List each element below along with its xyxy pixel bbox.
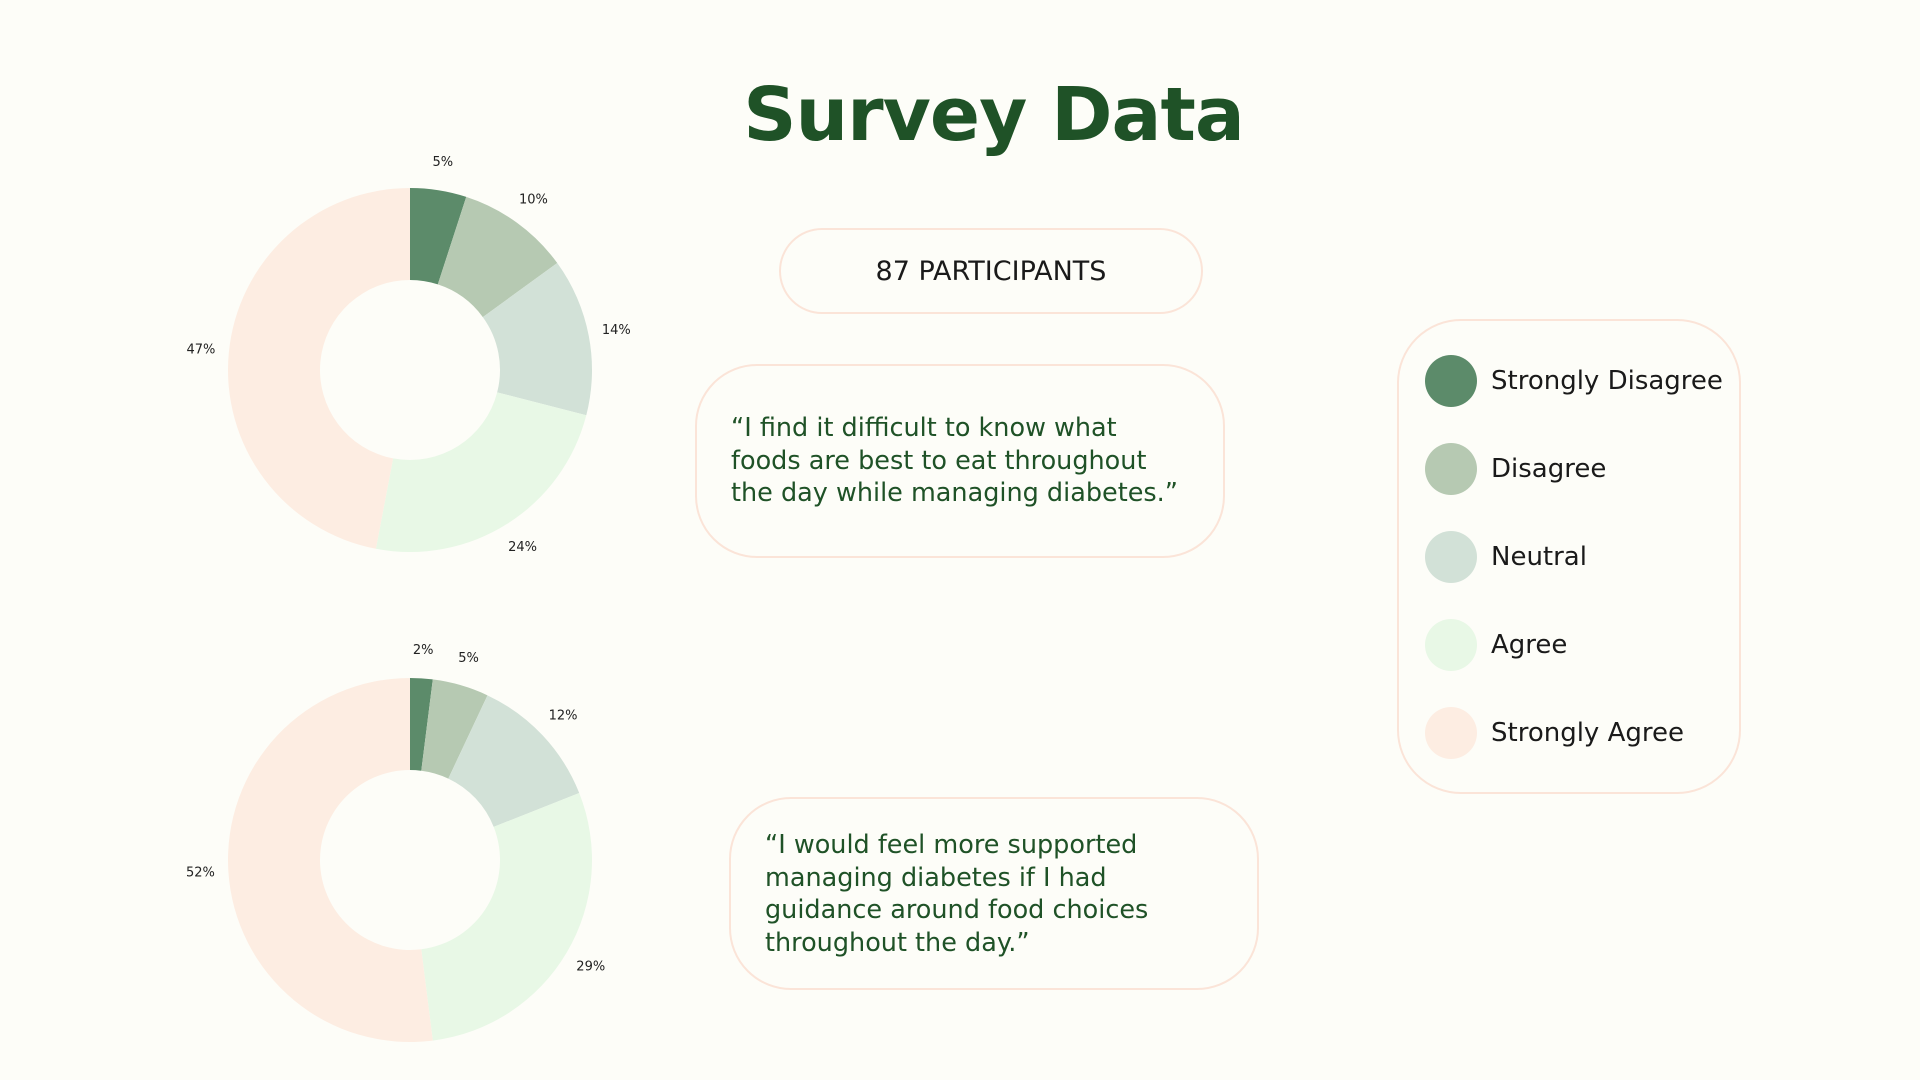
legend-label: Strongly Disagree	[1491, 366, 1723, 396]
slice-label-strongly-disagree: 2%	[413, 643, 434, 658]
legend-label: Neutral	[1491, 542, 1587, 572]
legend-swatch	[1425, 443, 1477, 495]
legend-swatch	[1425, 619, 1477, 671]
legend-swatch	[1425, 531, 1477, 583]
slice-neutral	[448, 695, 580, 827]
slice-strongly-disagree	[410, 678, 433, 771]
legend: Strongly Disagree Disagree Neutral Agree…	[1397, 319, 1741, 794]
legend-item-neutral: Neutral	[1425, 531, 1587, 583]
legend-item-agree: Agree	[1425, 619, 1567, 671]
slice-label-agree: 24%	[508, 540, 537, 555]
slice-label-strongly-agree: 47%	[186, 343, 215, 358]
slice-strongly-agree	[227, 188, 410, 549]
legend-item-strongly-disagree: Strongly Disagree	[1425, 355, 1723, 407]
slice-neutral	[482, 263, 592, 416]
legend-label: Strongly Agree	[1491, 718, 1684, 748]
quote-card-2: “I would feel more supported managing di…	[729, 797, 1259, 990]
legend-label: Agree	[1491, 630, 1568, 660]
slice-strongly-agree	[228, 678, 433, 1042]
slice-disagree	[421, 679, 488, 779]
legend-swatch	[1425, 707, 1477, 759]
slice-label-disagree: 10%	[519, 193, 548, 208]
slice-label-strongly-disagree: 5%	[433, 155, 454, 170]
slice-label-disagree: 5%	[458, 651, 479, 666]
slice-disagree	[437, 196, 558, 318]
slice-label-agree: 29%	[576, 959, 605, 974]
slice-agree	[421, 793, 592, 1041]
participants-badge: 87 PARTICIPANTS	[779, 228, 1203, 314]
legend-swatch	[1425, 355, 1477, 407]
slice-label-neutral: 12%	[549, 709, 578, 724]
legend-item-strongly-agree: Strongly Agree	[1425, 707, 1684, 759]
legend-label: Disagree	[1491, 454, 1607, 484]
slice-label-neutral: 14%	[602, 323, 631, 338]
slice-label-strongly-agree: 52%	[186, 866, 215, 881]
quote-card-1: “I find it difficult to know what foods …	[695, 364, 1225, 558]
donut-chart-2: 2% 5% 12% 29% 52%	[186, 643, 605, 1042]
slice-strongly-disagree	[410, 188, 467, 285]
legend-item-disagree: Disagree	[1425, 443, 1606, 495]
donut-chart-1: 5% 10% 14% 24% 47%	[186, 155, 631, 555]
page-title: Survey Data	[743, 72, 1245, 158]
slice-agree	[375, 392, 587, 552]
